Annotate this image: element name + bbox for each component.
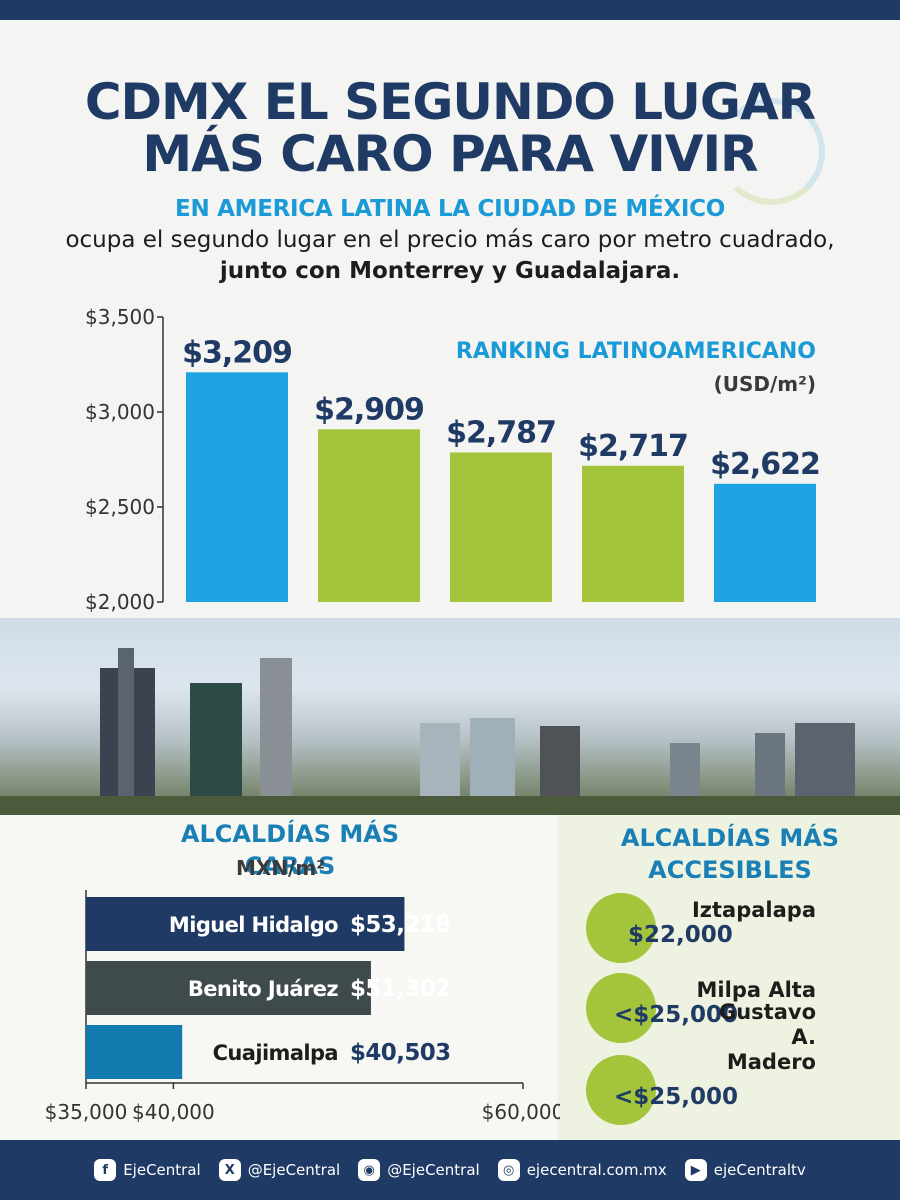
bar-monterrey (450, 452, 552, 602)
youtube-icon: ▶ (684, 1159, 707, 1181)
footer-link-text: ejecentral.com.mx (526, 1161, 667, 1179)
ranking-title-text: RANKING LATINOAMERICANO (455, 339, 816, 364)
city-skyline-photo (0, 618, 900, 818)
hbar-value-label: $51,302 (350, 976, 451, 1002)
x-tick-label: $35,000 (45, 1100, 128, 1124)
footer-link[interactable]: X @EjeCentral (218, 1159, 341, 1181)
hbar-category-label: Cuajimalpa (213, 1041, 338, 1065)
ranking-unit-label: (USD/m²) (713, 372, 816, 396)
footer-link[interactable]: ◎ ejecentral.com.mx (497, 1159, 667, 1181)
y-tick-label: $3,500 (85, 305, 155, 329)
hbar-miguel-hidalgo (86, 897, 405, 951)
accessible-item-name: Milpa Alta (696, 978, 816, 1002)
bar-cdmx (318, 429, 420, 602)
footer-link[interactable]: f EjeCentral (94, 1159, 201, 1181)
bar-value-label: $2,717 (578, 429, 688, 464)
bar-guadalajara (582, 465, 684, 602)
accessible-section-title: ALCALDÍAS MÁS ACCESIBLES (620, 824, 840, 884)
hbar-category-label: Miguel Hidalgo (169, 913, 338, 937)
bar-value-label: $2,787 (446, 415, 556, 450)
instagram-icon: ◎ (497, 1159, 520, 1181)
y-tick-label: $2,500 (85, 495, 155, 519)
subtitle: EN AMERICA LATINA LA CIUDAD DE MÉXICO oc… (60, 194, 840, 287)
accessible-item-name: Iztapalapa (691, 898, 816, 922)
hbar-value-label: $40,503 (350, 1040, 451, 1066)
x-tick-label: $40,000 (132, 1100, 215, 1124)
x-icon: X (218, 1159, 241, 1181)
subtitle-text: ocupa el segundo lugar en el precio más … (65, 227, 835, 253)
expensive-unit-label: MXN/m² (236, 856, 325, 880)
footer-link-text: ejeCentraltv (713, 1161, 806, 1179)
facebook-icon: f (94, 1159, 117, 1181)
y-tick-label: $3,000 (85, 400, 155, 424)
top-bar (0, 0, 900, 20)
hbar-cuajimalpa (86, 1025, 183, 1079)
footer-link[interactable]: ◉ @EjeCentral (358, 1159, 480, 1181)
footer-link-text: @EjeCentral (387, 1161, 480, 1179)
x-tick-label: $60,000 (482, 1100, 560, 1124)
footer: f EjeCentral X @EjeCentral ◉ @EjeCentral ◎ ejec… (0, 1140, 900, 1200)
green-circle-icon (586, 893, 656, 963)
bar-value-label: $3,209 (182, 335, 292, 370)
page-title: CDMX EL SEGUNDO LUGAR MÁS CARO PARA VIVI… (0, 76, 900, 180)
accessible-item-price: <$25,000 (614, 1002, 739, 1028)
subtitle-accent: EN AMERICA LATINA LA CIUDAD DE MÉXICO (175, 196, 725, 222)
location-pin-icon: ◉ (358, 1159, 381, 1181)
expensive-bar-chart: $35,000 $40,000 $60,000 Miguel Hidalgo $53,2… (45, 890, 560, 1124)
title-line-2: MÁS CARO PARA VIVIR (142, 125, 758, 183)
footer-link-text: @EjeCentral (247, 1161, 341, 1179)
accessible-item-price: <$25,000 (614, 1084, 739, 1110)
hbar-category-label: Benito Juárez (188, 977, 339, 1001)
green-circle-icon (586, 1055, 656, 1125)
expensive-section-title: ALCALDÍAS MÁS CARAS (180, 820, 400, 880)
title-decoration (718, 98, 825, 205)
title-line-1: CDMX EL SEGUNDO LUGAR (84, 73, 816, 131)
hbar-value-label: $53,218 (350, 912, 451, 938)
hbar-benito-juárez (86, 961, 371, 1015)
bar-value-label: $2,622 (710, 447, 820, 482)
footer-link[interactable]: ▶ ejeCentraltv (684, 1159, 806, 1181)
y-tick-label: $2,000 (85, 590, 155, 614)
bar-montevideo (186, 372, 288, 602)
bar-buenos-aires (714, 483, 816, 602)
green-circle-icon (586, 973, 656, 1043)
subtitle-bold: junto con Monterrey y Guadalajara. (219, 258, 681, 284)
ranking-chart-title: RANKING LATINOAMERICANO (USD/m²) (456, 336, 816, 400)
accessible-item-name: Gustavo A. Madero (718, 1000, 816, 1074)
bar-value-label: $2,909 (314, 392, 424, 427)
footer-link-text: EjeCentral (123, 1161, 201, 1179)
accessible-item-price: $22,000 (628, 922, 733, 948)
